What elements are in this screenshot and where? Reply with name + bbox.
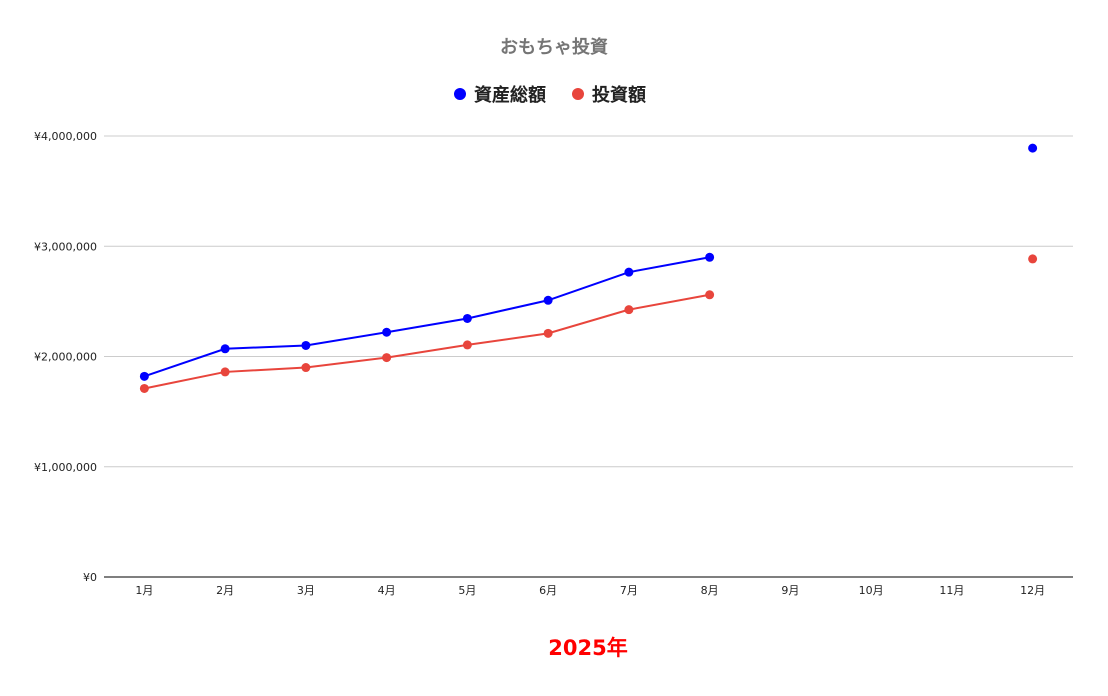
x-axis-title: 2025年: [548, 636, 627, 660]
y-tick-label: ¥2,000,000: [34, 351, 97, 364]
x-tick-label: 11月: [939, 584, 964, 597]
legend-marker-investment: [572, 88, 584, 100]
y-tick-label: ¥4,000,000: [34, 130, 97, 143]
x-tick-label: 4月: [378, 584, 396, 597]
legend-label-investment: 投資額: [592, 84, 646, 106]
y-tick-label: ¥0: [83, 571, 97, 584]
x-tick-label: 1月: [135, 584, 153, 597]
data-point: [624, 305, 634, 315]
series-line: [144, 256, 710, 378]
series-line: [144, 293, 710, 390]
data-point: [624, 267, 634, 277]
data-point: [139, 371, 149, 381]
series-1: [139, 254, 1038, 393]
x-tick-label: 12月: [1020, 584, 1045, 597]
data-point: [382, 327, 392, 337]
data-point: [705, 252, 715, 262]
legend-label-asset-total: 資産総額: [474, 84, 546, 106]
data-point: [1028, 143, 1038, 153]
data-point: [543, 328, 553, 338]
x-tick-label: 9月: [781, 584, 799, 597]
series-layer: [139, 143, 1038, 393]
x-tick-label: 5月: [458, 584, 476, 597]
legend: 資産総額 投資額: [454, 84, 646, 106]
x-tick-label: 2月: [216, 584, 234, 597]
data-point: [139, 383, 149, 393]
data-point: [220, 367, 230, 377]
data-point: [382, 353, 392, 363]
y-tick-label: ¥1,000,000: [34, 461, 97, 474]
x-tick-label: 10月: [859, 584, 884, 597]
grid: [104, 135, 1073, 468]
chart-title: おもちゃ投資: [500, 36, 608, 58]
data-point: [301, 363, 311, 373]
series-0: [139, 143, 1038, 381]
y-tick-label: ¥3,000,000: [34, 240, 97, 253]
data-point: [462, 313, 472, 323]
x-tick-label: 3月: [297, 584, 315, 597]
axes: ¥0 ¥1,000,000 ¥2,000,000 ¥3,000,000 ¥4,000,0…: [34, 130, 1073, 597]
data-point: [462, 340, 472, 350]
x-tick-label: 8月: [701, 584, 719, 597]
x-tick-label: 6月: [539, 584, 557, 597]
data-point: [705, 290, 715, 300]
data-point: [543, 295, 553, 305]
data-point: [1028, 254, 1038, 264]
data-point: [301, 340, 311, 350]
data-point: [220, 344, 230, 354]
legend-marker-asset-total: [454, 88, 466, 100]
x-tick-label: 7月: [620, 584, 638, 597]
